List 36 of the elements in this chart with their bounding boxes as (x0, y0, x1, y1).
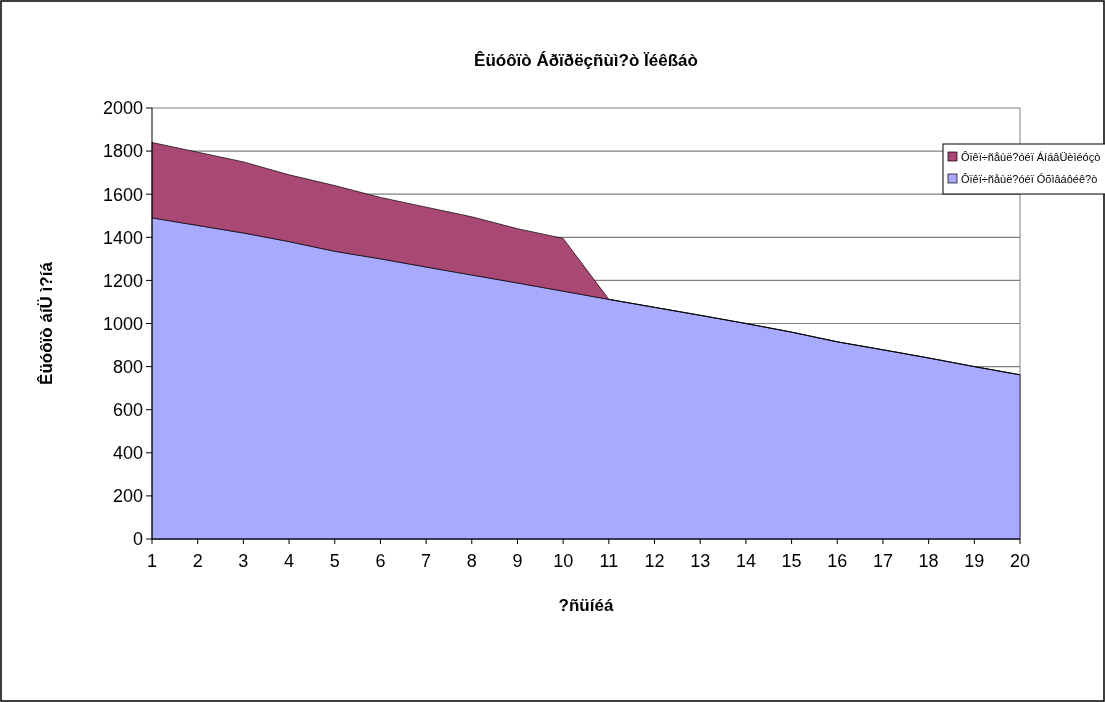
x-tick-label: 8 (466, 551, 477, 571)
x-axis-title: ?ñüíéá (558, 596, 614, 615)
legend-label: Ôïêï÷ñåùë?óéï ÁíáâÜèìéóçò (961, 150, 1101, 163)
x-tick-label: 14 (735, 551, 756, 571)
x-tick-label: 7 (421, 551, 432, 571)
y-tick-label: 800 (112, 356, 143, 377)
x-tick-label: 9 (512, 551, 523, 571)
y-tick-label: 200 (112, 486, 143, 507)
x-tick-label: 4 (284, 551, 295, 571)
y-tick-label: 1400 (102, 227, 143, 248)
x-tick-label: 1 (146, 551, 158, 571)
x-tick-label: 19 (964, 551, 985, 571)
y-tick-label: 1200 (102, 270, 143, 291)
x-tick-label: 3 (238, 551, 249, 571)
x-tick-label: 17 (872, 551, 893, 571)
x-tick-label: 11 (599, 551, 619, 571)
x-tick-label: 2 (192, 551, 203, 571)
x-tick-label: 13 (690, 551, 711, 571)
y-axis-title: Êüóôïò áíÜ ì?íá (37, 261, 56, 385)
y-tick-label: 2000 (102, 98, 143, 119)
x-tick-label: 6 (375, 551, 386, 571)
chart-title: Êüóôïò Áðïðëçñùì?ò Ïéêßáò (474, 51, 698, 70)
y-tick-label: 1800 (102, 141, 143, 162)
x-tick-label: 18 (918, 551, 939, 571)
y-tick-label: 600 (112, 400, 143, 420)
y-tick-label: 1600 (102, 184, 143, 205)
x-tick-label: 16 (827, 551, 848, 571)
x-tick-label: 15 (781, 551, 802, 571)
y-tick-label: 1000 (102, 313, 143, 334)
x-tick-label: 5 (329, 551, 340, 571)
y-tick-label: 0 (132, 529, 143, 550)
y-tick-label: 400 (112, 443, 143, 464)
x-tick-label: 10 (553, 551, 574, 571)
x-tick-label: 20 (1009, 551, 1031, 571)
x-tick-label: 12 (644, 551, 665, 571)
legend-label: Ôïêï÷ñåùë?óéï Óõìâáôéê?ò (961, 172, 1098, 185)
